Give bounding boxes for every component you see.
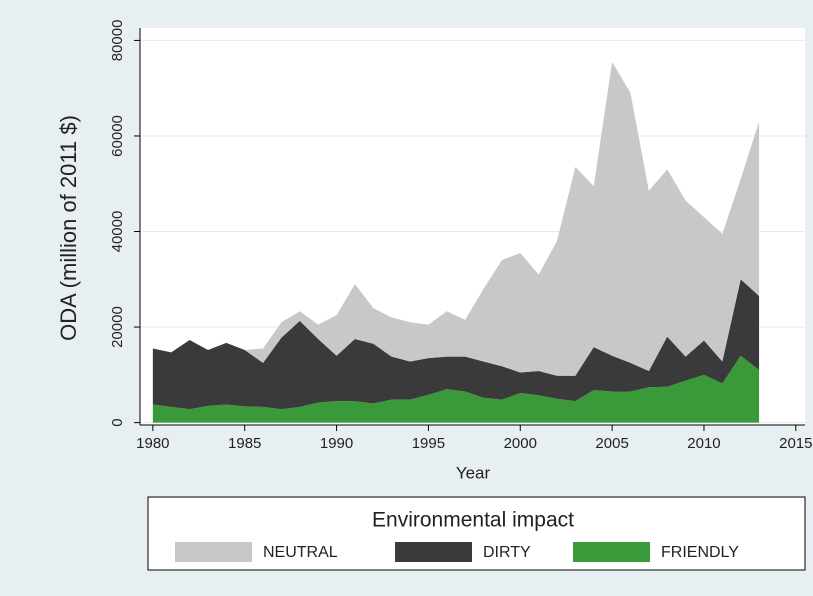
area (152, 355, 760, 423)
area (152, 279, 760, 410)
x-tick-label: 2010 (687, 435, 720, 452)
legend-label: DIRTY (483, 544, 531, 561)
x-tick-label: 1990 (320, 435, 353, 452)
y-axis-label: ODA (million of 2011 $) (56, 115, 81, 341)
legend-swatch (175, 542, 252, 562)
legend-label: NEUTRAL (263, 544, 338, 561)
legend-title: Environmental impact (372, 509, 574, 532)
x-tick-label: 1985 (228, 435, 261, 452)
legend (147, 496, 806, 571)
y-tick-label: 20000 (109, 306, 126, 348)
y-tick-label: 80000 (109, 20, 126, 62)
legend-swatch (395, 542, 472, 562)
legend-swatch (573, 542, 650, 562)
x-tick-label: 2000 (504, 435, 537, 452)
y-tick-label: 40000 (109, 211, 126, 253)
x-tick-label: 2005 (595, 435, 628, 452)
x-axis-label: Year (456, 463, 491, 482)
x-tick-label: 1980 (136, 435, 169, 452)
area (152, 61, 760, 376)
x-tick-label: 2015 (779, 435, 812, 452)
y-tick-label: 0 (109, 418, 126, 426)
x-tick-label: 1995 (412, 435, 445, 452)
y-tick-label: 60000 (109, 115, 126, 157)
legend-label: FRIENDLY (661, 544, 739, 561)
